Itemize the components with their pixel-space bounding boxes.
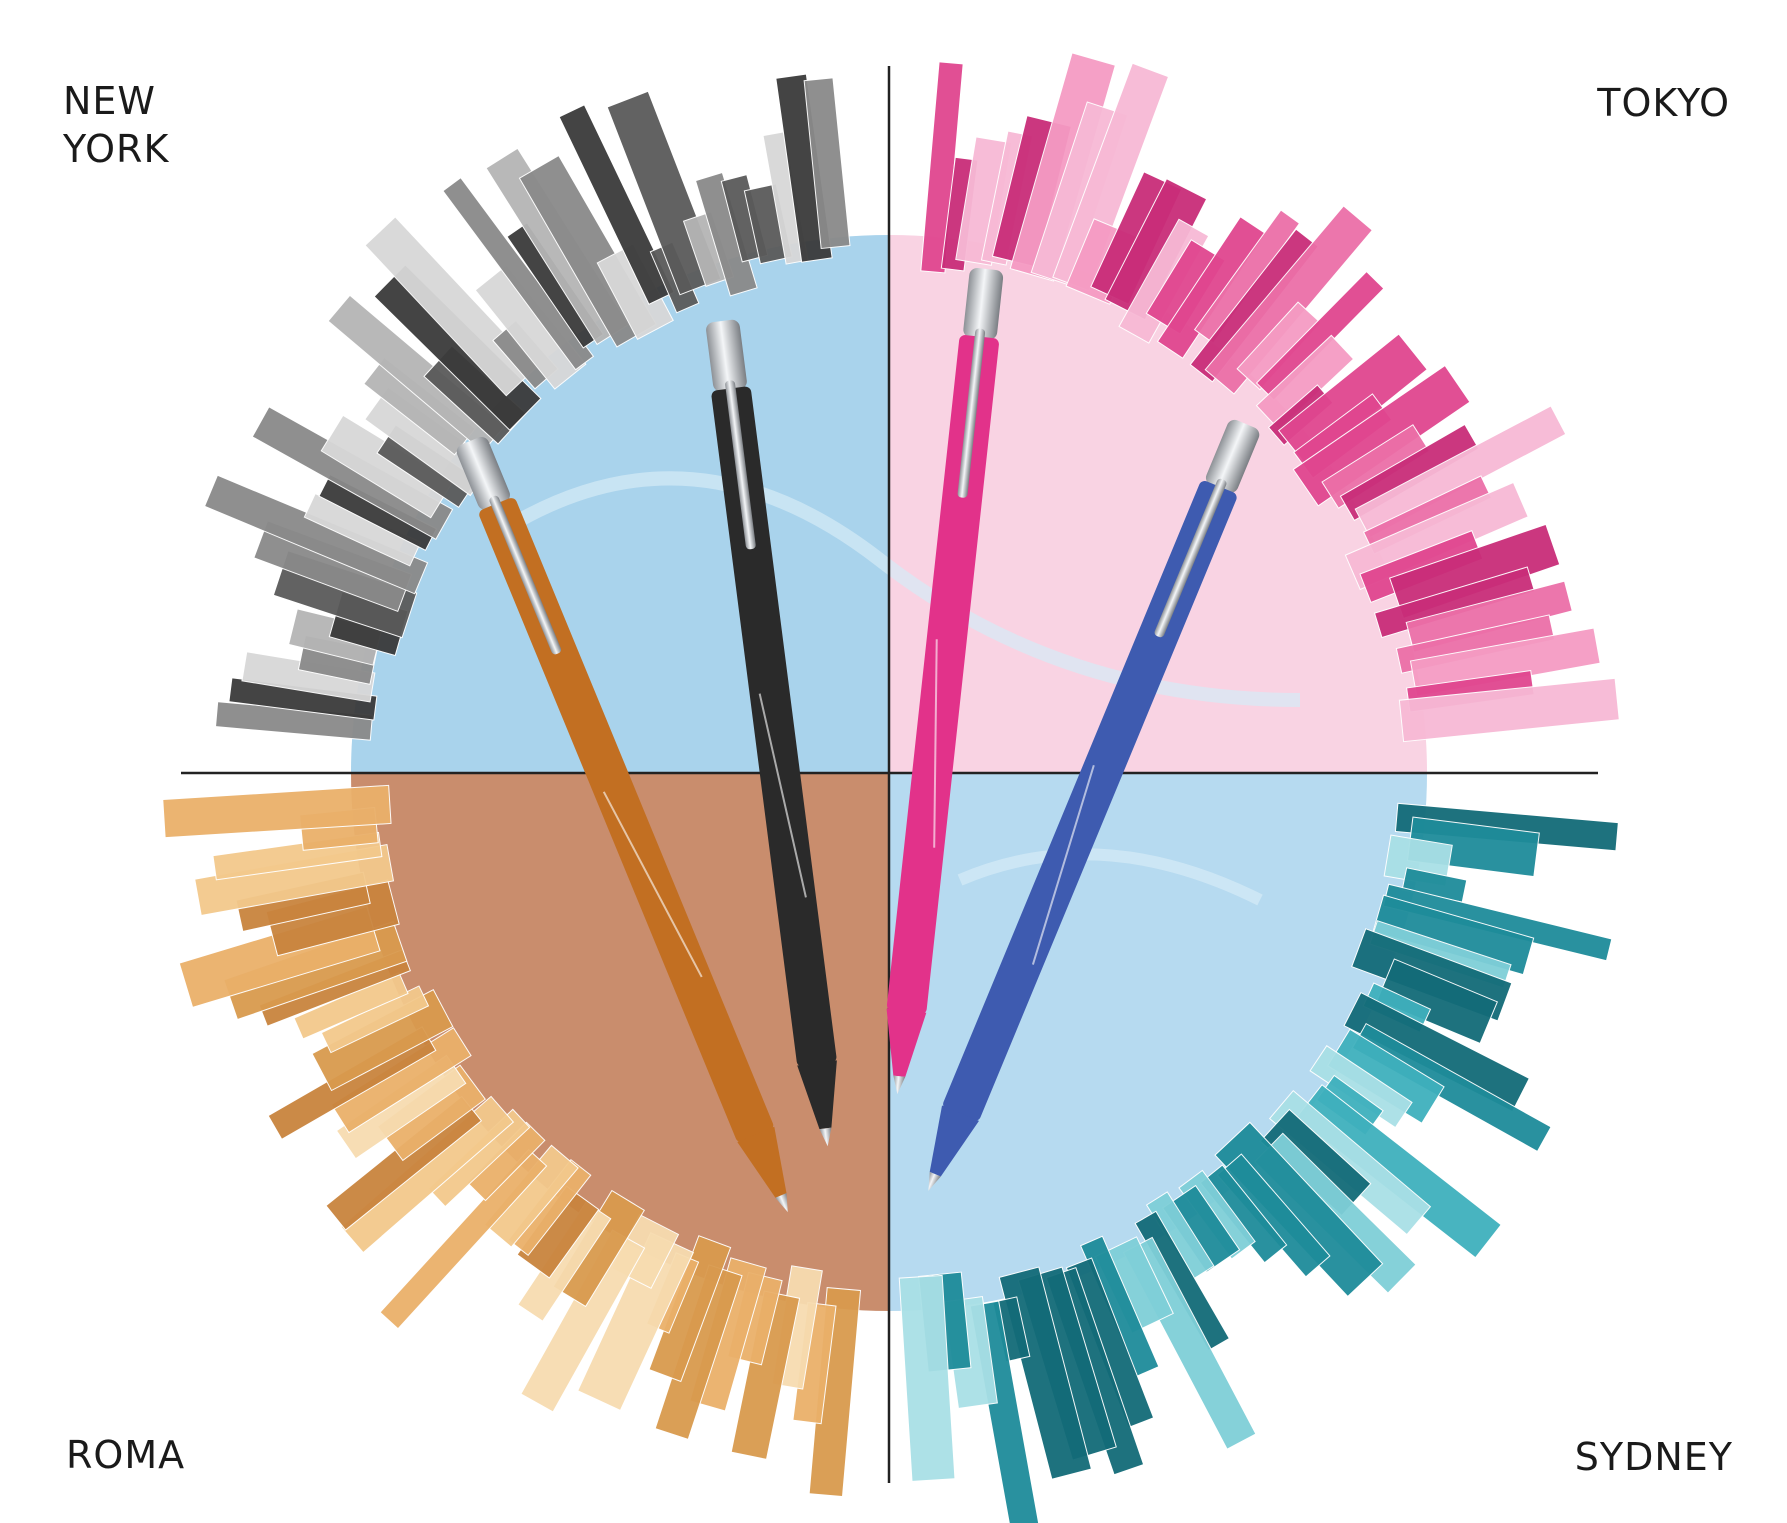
building <box>162 784 392 839</box>
pen-body <box>943 481 1237 1121</box>
building-body <box>1398 677 1620 743</box>
building <box>379 1148 548 1330</box>
building <box>1376 958 1498 1045</box>
building <box>898 1274 956 1482</box>
building <box>803 77 851 250</box>
pen-body <box>479 498 774 1143</box>
city-label: NEW <box>63 79 156 123</box>
pen-pattern <box>758 693 807 898</box>
pen-cap <box>1205 419 1260 493</box>
building-body <box>162 784 392 839</box>
pen <box>928 419 1260 1191</box>
pen-nib <box>893 1075 906 1095</box>
pens <box>456 267 1260 1213</box>
pen-nib <box>928 1171 941 1191</box>
pen-tip <box>797 1060 837 1130</box>
building-body <box>379 1148 548 1330</box>
building <box>442 177 595 371</box>
building-body <box>730 1290 801 1460</box>
pen-clip <box>725 380 756 550</box>
pen <box>886 267 1004 1095</box>
pen-pattern <box>1031 764 1095 965</box>
building-body <box>1376 958 1498 1045</box>
skylines <box>162 52 1620 1523</box>
building <box>364 216 538 397</box>
pen-clip <box>1154 478 1227 638</box>
city-label: YORK <box>62 127 169 171</box>
city-label: SYDNEY <box>1575 1435 1733 1479</box>
pen-cap <box>456 436 510 510</box>
building <box>1398 677 1620 743</box>
pen-pattern <box>933 639 938 848</box>
building-body <box>442 177 595 371</box>
pen <box>456 436 788 1213</box>
pen-nib <box>775 1193 788 1213</box>
pen-nib <box>819 1127 832 1147</box>
pen-cap <box>963 267 1004 340</box>
pen-tip <box>737 1126 787 1198</box>
building <box>520 1229 646 1413</box>
building-body <box>803 77 851 250</box>
building-body <box>558 104 675 305</box>
building <box>558 104 675 305</box>
pen-tip <box>929 1105 979 1177</box>
pen-clip <box>957 328 986 498</box>
city-label: TOKYO <box>1596 81 1730 125</box>
building-body <box>364 216 538 397</box>
pen <box>706 319 837 1147</box>
pen-pattern <box>602 791 703 978</box>
building-body <box>520 1229 646 1413</box>
pen-body <box>886 335 999 1015</box>
building-body <box>898 1274 956 1482</box>
pen-clip <box>489 495 562 655</box>
pen-cap <box>706 319 747 392</box>
pen-tip <box>886 1008 927 1077</box>
building <box>730 1290 801 1460</box>
city-label: ROMA <box>66 1433 185 1477</box>
